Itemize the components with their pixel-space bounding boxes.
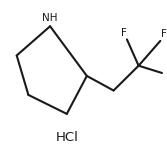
Text: F: F [121, 28, 127, 38]
Text: NH: NH [42, 13, 58, 23]
Text: HCl: HCl [55, 131, 78, 144]
Text: F: F [161, 29, 167, 39]
